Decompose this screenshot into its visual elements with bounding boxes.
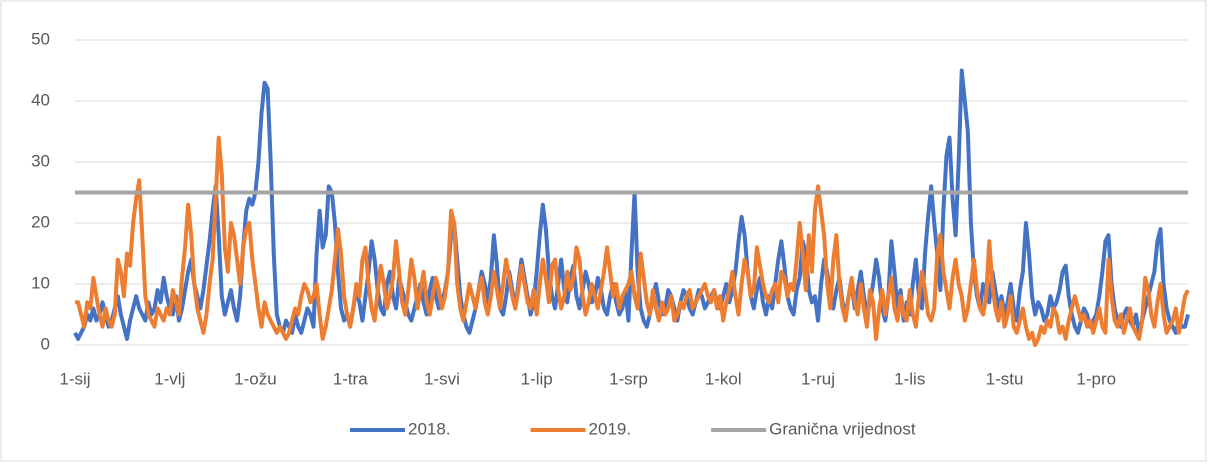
y-tick-label: 50 xyxy=(31,29,50,48)
x-tick-label: 1-ožu xyxy=(234,369,277,388)
legend-label: Granična vrijednost xyxy=(769,419,916,438)
x-tick-label: 1-vlj xyxy=(154,369,185,388)
x-tick-label: 1-stu xyxy=(986,369,1024,388)
legend-label: 2019. xyxy=(589,419,632,438)
series-line xyxy=(75,135,1190,347)
x-tick-label: 1-tra xyxy=(333,369,369,388)
x-tick-label: 1-pro xyxy=(1076,369,1116,388)
x-tick-label: 1-lip xyxy=(521,369,553,388)
y-tick-label: 30 xyxy=(31,151,50,170)
x-tick-label: 1-kol xyxy=(705,369,742,388)
y-tick-label: 10 xyxy=(31,273,50,292)
x-tick-label: 1-sij xyxy=(59,369,90,388)
y-tick-label: 40 xyxy=(31,90,50,109)
y-tick-label: 0 xyxy=(41,334,50,353)
x-tick-label: 1-lis xyxy=(894,369,925,388)
y-tick-label: 20 xyxy=(31,212,50,231)
x-tick-label: 1-ruj xyxy=(801,369,835,388)
legend-label: 2018. xyxy=(408,419,451,438)
x-tick-label: 1-svi xyxy=(424,369,460,388)
x-tick-label: 1-srp xyxy=(609,369,648,388)
